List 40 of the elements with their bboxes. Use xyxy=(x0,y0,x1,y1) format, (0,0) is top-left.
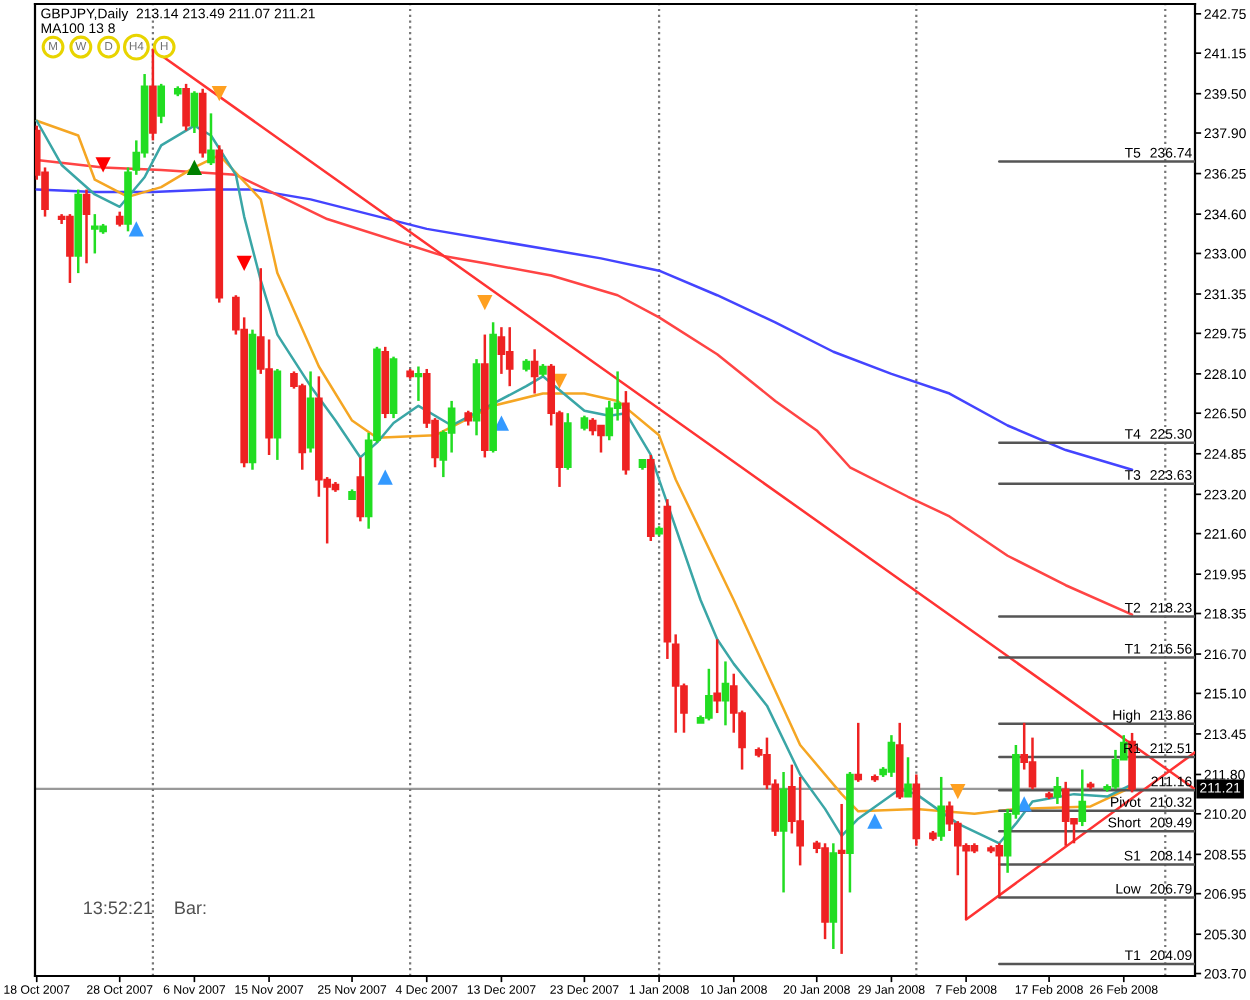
candlestick xyxy=(854,721,863,784)
point xyxy=(95,157,111,173)
candlestick xyxy=(505,325,514,388)
point xyxy=(128,221,144,237)
candlestick xyxy=(90,212,99,255)
candlestick xyxy=(937,775,946,843)
candlestick xyxy=(82,188,91,265)
point xyxy=(867,813,883,829)
annotation: 13:52:21 xyxy=(84,901,153,915)
candlestick xyxy=(563,411,572,471)
candlestick xyxy=(182,82,190,132)
candlestick xyxy=(530,348,539,395)
candlestick xyxy=(887,733,896,779)
point xyxy=(377,469,393,485)
candlestick xyxy=(597,424,605,454)
candlestick xyxy=(705,667,713,722)
candlestick xyxy=(1028,736,1037,791)
candlestick xyxy=(157,82,166,125)
candlestick xyxy=(356,456,365,523)
candlestick xyxy=(190,90,199,135)
candlestick xyxy=(1111,748,1120,791)
candlestick xyxy=(721,660,730,727)
candlestick xyxy=(995,842,1004,899)
candlestick xyxy=(414,365,423,403)
candlestick xyxy=(1078,768,1087,828)
annotation: Bar: xyxy=(175,901,206,915)
candlestick xyxy=(66,212,74,285)
candlestick xyxy=(1061,780,1070,847)
candlestick xyxy=(149,48,157,142)
candlestick xyxy=(1053,775,1062,806)
point xyxy=(477,295,493,311)
point xyxy=(186,159,202,176)
candlestick xyxy=(837,802,846,956)
candlestick xyxy=(713,638,721,715)
candlestick xyxy=(904,756,912,798)
point xyxy=(950,784,966,800)
point xyxy=(236,255,252,271)
point xyxy=(211,86,227,102)
candlestick xyxy=(779,770,788,894)
candlestick xyxy=(207,112,215,167)
